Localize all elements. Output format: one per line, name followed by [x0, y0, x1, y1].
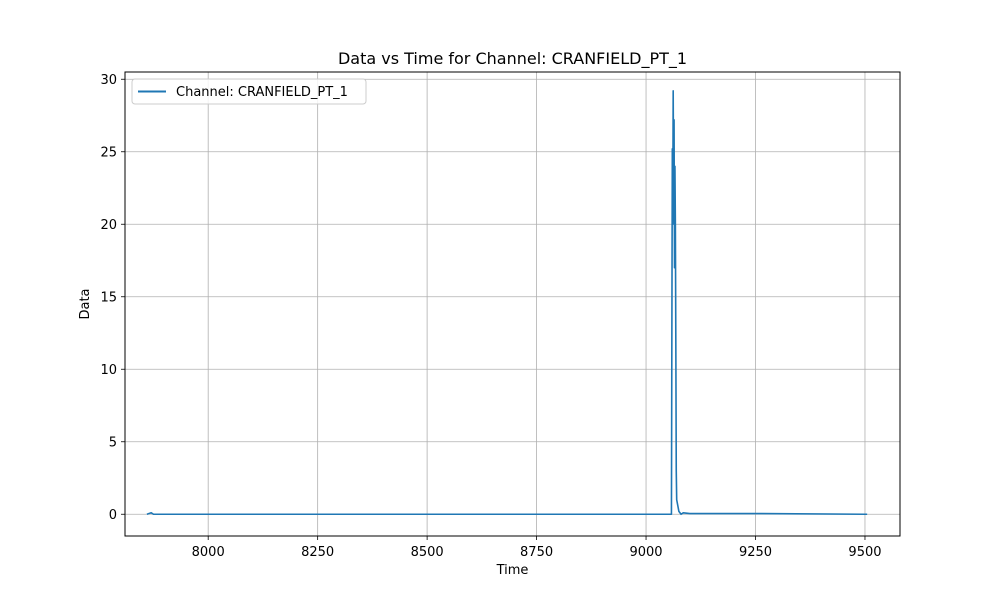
- chart-legend: Channel: CRANFIELD_PT_1: [131, 78, 367, 105]
- x-tick-label: 8750: [520, 545, 553, 560]
- plot-area-frame: [124, 71, 901, 537]
- data-series-layer: [146, 90, 868, 516]
- y-tick-label: 5: [109, 435, 117, 450]
- x-tick-label: 9250: [739, 545, 772, 560]
- x-axis-label: Time: [496, 563, 529, 578]
- x-tick-label: 9000: [629, 545, 662, 560]
- y-tick-label: 0: [109, 508, 117, 523]
- y-tick-label: 10: [100, 363, 117, 378]
- grid-lines: [125, 72, 900, 536]
- y-axis-label: Data: [78, 288, 93, 319]
- y-tick-label: 30: [100, 73, 117, 88]
- x-tick-label: 8000: [192, 545, 225, 560]
- legend-box: [131, 78, 367, 105]
- y-tick-label: 15: [100, 290, 117, 305]
- x-tick-label: 8250: [301, 545, 334, 560]
- x-tick-label: 8500: [411, 545, 444, 560]
- legend-label: Channel: CRANFIELD_PT_1: [176, 85, 348, 100]
- y-tick-label: 25: [100, 145, 117, 160]
- axis-ticks: 8000 8250 8500 8750 9000 9250 9500 0 5 10 15 20 25 30: [100, 73, 881, 560]
- series-line: [146, 90, 868, 516]
- chart-title: Data vs Time for Channel: CRANFIELD_PT_1: [338, 49, 687, 69]
- x-tick-label: 9500: [848, 545, 881, 560]
- y-tick-label: 20: [100, 218, 117, 233]
